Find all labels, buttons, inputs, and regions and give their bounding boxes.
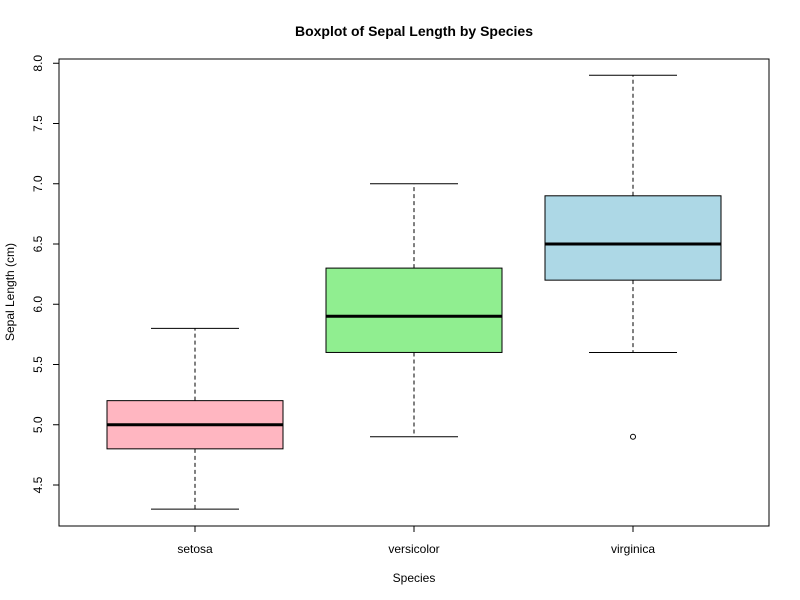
x-tick-label-virginica: virginica: [611, 542, 655, 556]
boxes-layer: [106, 74, 722, 510]
box-versicolor: [325, 183, 503, 438]
iqr-box: [544, 195, 722, 281]
x-tick-label-versicolor: versicolor: [388, 542, 439, 556]
chart-title: Boxplot of Sepal Length by Species: [295, 23, 533, 39]
outlier-point: [630, 433, 636, 440]
y-tick-label: 6.5: [31, 235, 45, 252]
y-tick-label: 4.5: [31, 476, 45, 493]
box-setosa: [106, 327, 284, 510]
box-virginica: [544, 74, 722, 440]
y-tick-label: 6.0: [31, 296, 45, 313]
y-tick-label: 7.5: [31, 115, 45, 132]
x-axis: setosa versicolor virginica: [177, 525, 655, 556]
y-tick-label: 5.0: [31, 416, 45, 433]
y-tick-label: 8.0: [31, 55, 45, 72]
y-axis-label: Sepal Length (cm): [3, 243, 17, 341]
x-tick-label-setosa: setosa: [177, 542, 213, 556]
y-axis: 4.5 5.0 5.5 6.0 6.5 7.0 7.5 8.0: [31, 55, 60, 493]
y-tick-label: 7.0: [31, 175, 45, 192]
y-tick-label: 5.5: [31, 356, 45, 373]
iqr-box: [325, 267, 503, 353]
x-axis-label: Species: [393, 571, 436, 585]
